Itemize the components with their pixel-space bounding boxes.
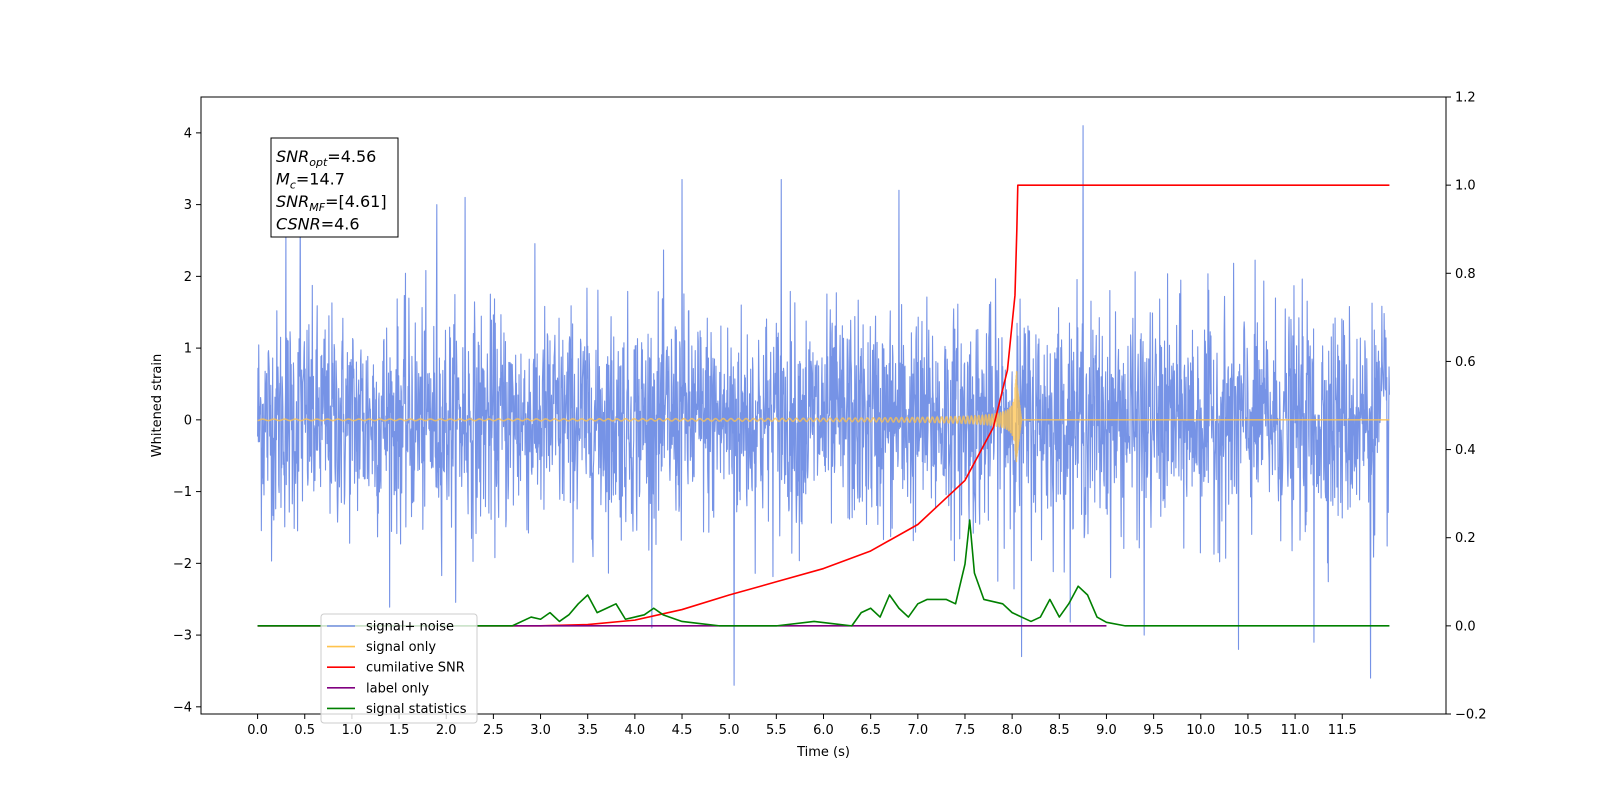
annotation-frame bbox=[270, 137, 399, 238]
y-tick-label: 4 bbox=[184, 126, 192, 141]
legend-label: signal+ noise bbox=[366, 620, 454, 635]
series-line-3 bbox=[257, 184, 1390, 627]
x-tick-label: 1.5 bbox=[389, 723, 410, 738]
x-tick-label: 6.5 bbox=[860, 723, 881, 738]
legend-label: signal only bbox=[366, 640, 436, 655]
y-right-tick-label: 0.2 bbox=[1455, 531, 1476, 546]
x-tick-label: 8.0 bbox=[1002, 723, 1023, 738]
legend-label: cumilative SNR bbox=[366, 661, 465, 676]
x-tick-label: 1.0 bbox=[342, 723, 363, 738]
annotation-line: SNRopt=4.56 bbox=[276, 147, 376, 169]
annotation-line: SNRMF=[4.61] bbox=[276, 192, 387, 214]
x-tick-label: 9.0 bbox=[1096, 723, 1117, 738]
x-tick-label: 10.5 bbox=[1233, 723, 1262, 738]
y-tick-label: −4 bbox=[173, 700, 192, 715]
x-tick-label: 2.5 bbox=[483, 723, 504, 738]
y-tick-label: 0 bbox=[184, 413, 192, 428]
x-tick-label: 3.5 bbox=[577, 723, 598, 738]
annotation-line: CSNR=4.6 bbox=[276, 215, 360, 234]
series-line-2 bbox=[256, 370, 1391, 463]
y-right-tick-label: 0.0 bbox=[1455, 619, 1476, 634]
y-tick-label: −2 bbox=[173, 557, 192, 572]
x-tick-label: 7.5 bbox=[955, 723, 976, 738]
y-right-tick-label: 1.2 bbox=[1455, 91, 1476, 106]
y-tick-label: 1 bbox=[184, 342, 192, 357]
x-axis: 0.0 0.5 1.0 1.5 2.0 2.5 3.0 3.5 4.0 4.5 5.0 5.5 6.0 6… bbox=[247, 714, 1357, 738]
x-tick-label: 3.0 bbox=[530, 723, 551, 738]
annotation-line: Mc=14.7 bbox=[276, 170, 345, 192]
x-tick-label: 11.0 bbox=[1281, 723, 1310, 738]
x-tick-label: 5.0 bbox=[719, 723, 740, 738]
x-tick-label: 6.0 bbox=[813, 723, 834, 738]
x-tick-label: 0.5 bbox=[294, 723, 315, 738]
y-right-tick-label: −0.2 bbox=[1455, 708, 1487, 723]
series-line-5 bbox=[257, 519, 1390, 627]
x-tick-label: 7.0 bbox=[907, 723, 928, 738]
y-axis-right: −0.2 0.0 0.2 0.4 0.6 0.8 1.0 1.2 bbox=[1446, 91, 1487, 723]
y-tick-label: 3 bbox=[184, 198, 192, 213]
y-tick-label: 2 bbox=[184, 270, 192, 285]
x-tick-label: 4.5 bbox=[672, 723, 693, 738]
x-tick-label: 9.5 bbox=[1143, 723, 1164, 738]
y-right-tick-label: 1.0 bbox=[1455, 179, 1476, 194]
x-tick-label: 5.5 bbox=[766, 723, 787, 738]
legend-frame bbox=[320, 613, 478, 724]
y-axis-left: −4 −3 −2 −1 0 1 2 3 4 bbox=[173, 126, 201, 715]
x-tick-label: 4.0 bbox=[625, 723, 646, 738]
y-tick-label: −3 bbox=[173, 629, 192, 644]
series-line-1 bbox=[257, 125, 1390, 686]
x-axis-label: Time (s) bbox=[796, 745, 850, 760]
x-tick-label: 8.5 bbox=[1049, 723, 1070, 738]
legend-label: signal statistics bbox=[366, 702, 467, 717]
y-right-tick-label: 0.6 bbox=[1455, 355, 1476, 370]
x-tick-label: 11.5 bbox=[1328, 723, 1357, 738]
legend-label: label only bbox=[366, 681, 429, 696]
legend: signal+ noise signal only cumilative SNR la… bbox=[320, 613, 478, 724]
y-tick-label: −1 bbox=[173, 485, 192, 500]
y-right-tick-label: 0.4 bbox=[1455, 443, 1476, 458]
x-tick-label: 2.0 bbox=[436, 723, 457, 738]
y-right-tick-label: 0.8 bbox=[1455, 267, 1476, 282]
y-axis-label: Whitened strain bbox=[150, 354, 165, 457]
x-tick-label: 0.0 bbox=[247, 723, 268, 738]
x-tick-label: 10.0 bbox=[1186, 723, 1215, 738]
